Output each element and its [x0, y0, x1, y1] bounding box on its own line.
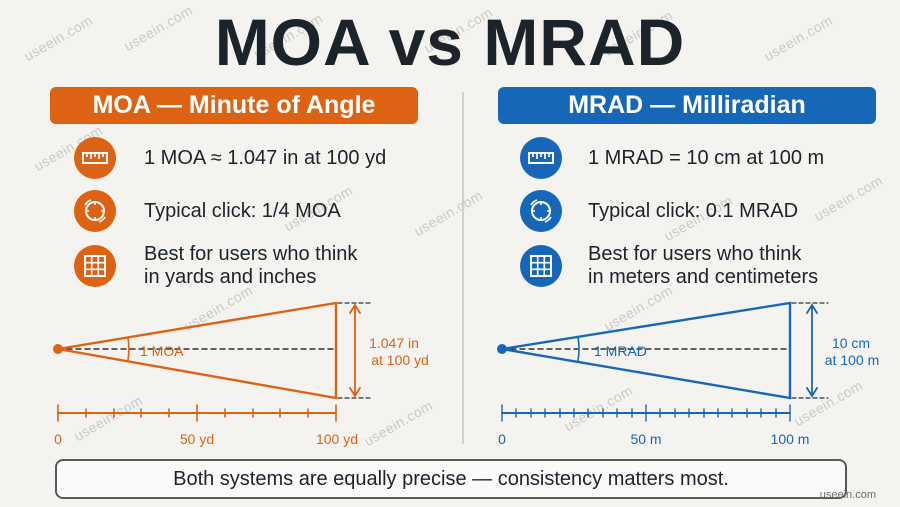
moa-angle-label: 1 MOA — [140, 343, 184, 359]
grid-icon — [74, 245, 116, 287]
mrad-header: MRAD — Milliradian — [498, 87, 876, 124]
mrad-row-users: Best for users who think in meters and c… — [520, 243, 818, 289]
ruler-icon — [74, 137, 116, 179]
mrad-click-text: Typical click: 0.1 MRAD — [588, 199, 799, 222]
mrad-angle-arc — [577, 336, 580, 362]
moa-click-text: Typical click: 1/4 MOA — [144, 199, 341, 222]
moa-header: MOA — Minute of Angle — [50, 87, 418, 124]
moa-definition-text: 1 MOA ≈ 1.047 in at 100 yd — [144, 146, 387, 169]
summary-box: Both systems are equally precise — consi… — [55, 459, 847, 499]
moa-arrow-heads — [349, 303, 361, 398]
moa-diagram — [53, 301, 374, 422]
dial-icon — [520, 190, 562, 232]
mrad-origin-dot — [497, 344, 507, 354]
mrad-diagram — [497, 301, 829, 422]
mrad-angle-triangle — [501, 301, 792, 400]
moa-row-users: Best for users who think in yards and in… — [74, 243, 357, 289]
ruler-icon — [520, 137, 562, 179]
moa-users-text: Best for users who think in yards and in… — [144, 243, 358, 288]
moa-row-click: Typical click: 1/4 MOA — [74, 190, 341, 232]
mrad-angle-label: 1 MRAD — [594, 343, 647, 359]
mrad-scale-label-50: 50 m — [630, 431, 661, 447]
moa-height-label-2: at 100 yd — [371, 352, 429, 368]
moa-scale-label-50: 50 yd — [180, 431, 214, 447]
mrad-height-label-2: at 100 m — [825, 352, 879, 368]
moa-angle-arc — [127, 337, 130, 361]
moa-angle-triangle — [57, 301, 338, 400]
moa-row-definition: 1 MOA ≈ 1.047 in at 100 yd — [74, 137, 386, 179]
moa-scale-ticks — [57, 404, 337, 422]
moa-scale-label-0: 0 — [54, 431, 62, 447]
moa-scale-label-100: 100 yd — [316, 431, 358, 447]
mrad-scale-ticks — [501, 404, 791, 422]
dial-icon — [74, 190, 116, 232]
site-credit: useein.com — [819, 489, 876, 501]
mrad-definition-text: 1 MRAD = 10 cm at 100 m — [588, 146, 825, 169]
mrad-users-text: Best for users who think in meters and c… — [588, 243, 819, 288]
mrad-row-click: Typical click: 0.1 MRAD — [520, 190, 798, 232]
mrad-height-label-1: 10 cm — [832, 335, 870, 351]
grid-icon — [520, 245, 562, 287]
mrad-arrow-heads — [806, 303, 818, 398]
page-title: MOA vs MRAD — [214, 5, 686, 79]
moa-origin-dot — [53, 344, 63, 354]
mrad-scale-label-0: 0 — [498, 431, 506, 447]
moa-height-label-1: 1.047 in — [369, 335, 419, 351]
mrad-scale-label-100: 100 m — [771, 431, 810, 447]
column-divider — [462, 92, 464, 444]
mrad-row-definition: 1 MRAD = 10 cm at 100 m — [520, 137, 824, 179]
